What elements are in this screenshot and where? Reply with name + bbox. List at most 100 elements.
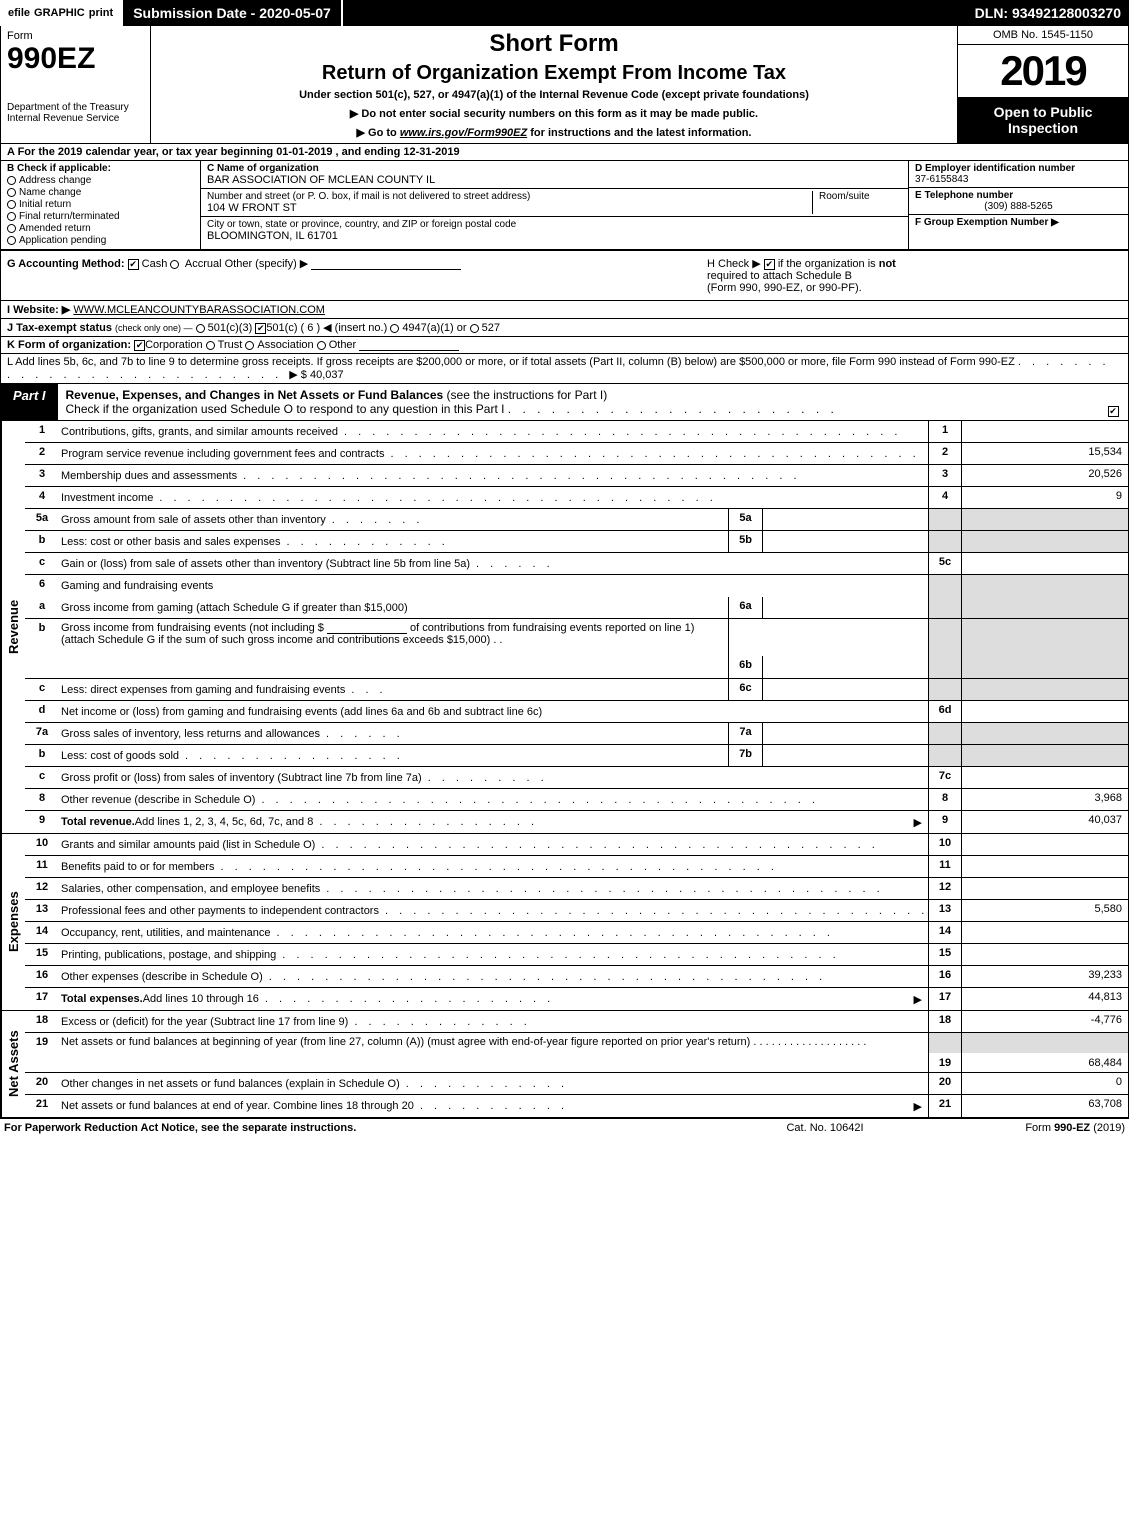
efile-graphic-print[interactable]: efile GRAPHIC print xyxy=(0,0,121,26)
topbar: efile GRAPHIC print Submission Date - 20… xyxy=(0,0,1129,26)
part-i-label: Part I xyxy=(1,384,58,420)
l-amount: $ 40,037 xyxy=(301,369,344,381)
h-text3: required to attach Schedule B xyxy=(707,270,852,282)
line-6b: b Gross income from fundraising events (… xyxy=(25,619,1128,679)
line-21: 21 Net assets or fund balances at end of… xyxy=(25,1095,1128,1117)
arrow-icon: ▶ xyxy=(914,993,922,1006)
line-a: A For the 2019 calendar year, or tax yea… xyxy=(0,144,1129,161)
irs: Internal Revenue Service xyxy=(7,113,144,124)
part-i-title-rest: (see the instructions for Part I) xyxy=(447,388,608,402)
form-label: Form xyxy=(7,30,144,42)
line-5b: b Less: cost or other basis and sales ex… xyxy=(25,531,1128,553)
line-9: 9 Total revenue. Add lines 1, 2, 3, 4, 5… xyxy=(25,811,1128,833)
k-other-blank[interactable] xyxy=(359,339,459,351)
expenses-section: Expenses 10 Grants and similar amounts p… xyxy=(0,834,1129,1011)
department: Department of the Treasury xyxy=(7,102,144,113)
footer-right: Form 990-EZ (2019) xyxy=(925,1122,1125,1134)
col-b-head: B Check if applicable: xyxy=(7,163,194,174)
k-other-radio[interactable] xyxy=(317,341,326,350)
check-initial-return[interactable]: Initial return xyxy=(7,199,194,210)
footer-left: For Paperwork Reduction Act Notice, see … xyxy=(4,1122,725,1134)
line-16: 16 Other expenses (describe in Schedule … xyxy=(25,966,1128,988)
l-text: L Add lines 5b, 6c, and 7b to line 9 to … xyxy=(7,356,1015,368)
line-2: 2 Program service revenue including gove… xyxy=(25,443,1128,465)
room-label: Room/suite xyxy=(819,191,902,202)
goto-link[interactable]: www.irs.gov/Form990EZ xyxy=(400,127,527,139)
part-i-title: Revenue, Expenses, and Changes in Net As… xyxy=(58,384,1098,420)
j-501c-check[interactable]: ✔ xyxy=(255,323,266,334)
line-10: 10 Grants and similar amounts paid (list… xyxy=(25,834,1128,856)
under-section: Under section 501(c), 527, or 4947(a)(1)… xyxy=(161,89,947,101)
j-4947-radio[interactable] xyxy=(390,324,399,333)
arrow-icon: ▶ xyxy=(914,816,922,829)
header-mid: Short Form Return of Organization Exempt… xyxy=(151,26,958,143)
line-1: 1 Contributions, gifts, grants, and simi… xyxy=(25,421,1128,443)
col-def: D Employer identification number 37-6155… xyxy=(908,161,1128,249)
form-number: 990EZ xyxy=(7,44,144,74)
check-application-pending[interactable]: Application pending xyxy=(7,235,194,246)
col-b: B Check if applicable: Address change Na… xyxy=(1,161,201,249)
line-15: 15 Printing, publications, postage, and … xyxy=(25,944,1128,966)
ein: 37-6155843 xyxy=(915,174,968,185)
6b-blank[interactable] xyxy=(327,622,407,634)
part-i-checkbox-cell: ✔ xyxy=(1098,384,1128,420)
check-address-change[interactable]: Address change xyxy=(7,175,194,186)
section-bcdef: B Check if applicable: Address change Na… xyxy=(0,161,1129,250)
tax-year: 2019 xyxy=(958,45,1128,98)
line-7c: c Gross profit or (loss) from sales of i… xyxy=(25,767,1128,789)
line-17: 17 Total expenses. Add lines 10 through … xyxy=(25,988,1128,1010)
phone: (309) 888-5265 xyxy=(915,201,1122,212)
d-label: D Employer identification number xyxy=(915,163,1075,174)
goto-line: ▶ Go to www.irs.gov/Form990EZ for instru… xyxy=(161,126,947,139)
j-501c3-radio[interactable] xyxy=(196,324,205,333)
submission-date: Submission Date - 2020-05-07 xyxy=(121,0,343,26)
other-specify-blank[interactable] xyxy=(311,258,461,270)
line-7a: 7a Gross sales of inventory, less return… xyxy=(25,723,1128,745)
cash-checkbox[interactable]: ✔ xyxy=(128,259,139,270)
netassets-section: Net Assets 18 Excess or (deficit) for th… xyxy=(0,1011,1129,1118)
line-4: 4 Investment income. . . . . . . . . . .… xyxy=(25,487,1128,509)
check-final-return[interactable]: Final return/terminated xyxy=(7,211,194,222)
revenue-side-label: Revenue xyxy=(1,421,25,833)
arrow-icon: ▶ xyxy=(914,1100,922,1113)
print-label[interactable]: print xyxy=(89,7,113,19)
check-name-change[interactable]: Name change xyxy=(7,187,194,198)
h-text2: if the organization is xyxy=(778,258,876,270)
revenue-section: Revenue 1 Contributions, gifts, grants, … xyxy=(0,421,1129,834)
accrual-radio[interactable] xyxy=(170,260,179,269)
col-c: C Name of organization BAR ASSOCIATION O… xyxy=(201,161,908,249)
part-i-check-text: Check if the organization used Schedule … xyxy=(66,402,505,416)
c-city-label: City or town, state or province, country… xyxy=(207,219,902,230)
line-6a: a Gross income from gaming (attach Sched… xyxy=(25,597,1128,619)
return-title: Return of Organization Exempt From Incom… xyxy=(161,62,947,85)
form-header: Form 990EZ Department of the Treasury In… xyxy=(0,26,1129,144)
row-i: I Website: ▶ WWW.MCLEANCOUNTYBARASSOCIAT… xyxy=(0,300,1129,318)
other-label: Other (specify) ▶ xyxy=(225,258,309,270)
line-14: 14 Occupancy, rent, utilities, and maint… xyxy=(25,922,1128,944)
website[interactable]: WWW.MCLEANCOUNTYBARASSOCIATION.COM xyxy=(73,304,325,316)
k-corp-check[interactable]: ✔ xyxy=(134,340,145,351)
expenses-side-label: Expenses xyxy=(1,834,25,1010)
org-name: BAR ASSOCIATION OF MCLEAN COUNTY IL xyxy=(207,174,902,186)
line-11: 11 Benefits paid to or for members. . . … xyxy=(25,856,1128,878)
short-form-title: Short Form xyxy=(161,30,947,58)
row-gh: G Accounting Method: ✔ Cash Accrual Othe… xyxy=(0,250,1129,300)
part-i-header: Part I Revenue, Expenses, and Changes in… xyxy=(0,384,1129,421)
j-527-radio[interactable] xyxy=(470,324,479,333)
f-label: F Group Exemption Number ▶ xyxy=(915,217,1059,228)
c-name-label: C Name of organization xyxy=(207,163,902,174)
line-5c: c Gain or (loss) from sale of assets oth… xyxy=(25,553,1128,575)
g-label: G Accounting Method: xyxy=(7,258,125,270)
check-amended-return[interactable]: Amended return xyxy=(7,223,194,234)
row-j: J Tax-exempt status (check only one) — 5… xyxy=(0,318,1129,336)
h-checkbox[interactable]: ✔ xyxy=(764,259,775,270)
k-assoc-radio[interactable] xyxy=(245,341,254,350)
k-trust-radio[interactable] xyxy=(206,341,215,350)
j-sub: (check only one) — xyxy=(115,323,193,333)
accrual-label: Accrual xyxy=(185,258,222,270)
netassets-lines: 18 Excess or (deficit) for the year (Sub… xyxy=(25,1011,1128,1117)
l-arrow: ▶ xyxy=(289,369,297,381)
part-i-checkbox[interactable]: ✔ xyxy=(1108,406,1119,417)
h-text1: H Check ▶ xyxy=(707,258,761,270)
omb-number: OMB No. 1545-1150 xyxy=(958,26,1128,45)
